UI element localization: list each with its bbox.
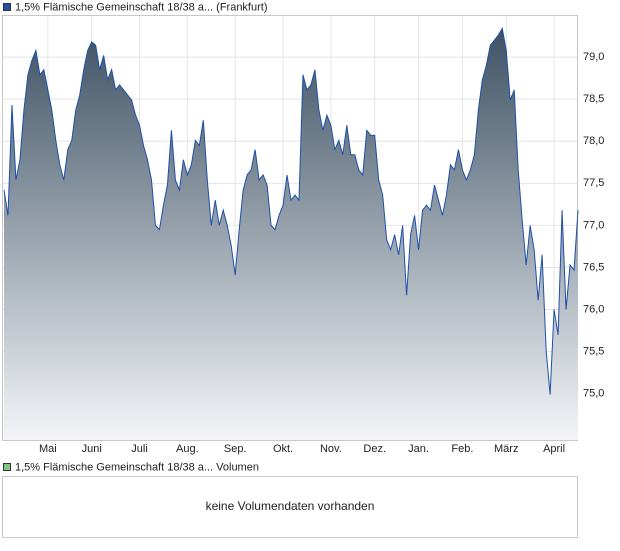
y-tick-label: 75,0	[583, 388, 604, 400]
legend-label: 1,5% Flämische Gemeinschaft 18/38 a... (…	[15, 1, 268, 13]
y-tick-label: 77,5	[583, 177, 604, 189]
y-tick-label: 78,5	[583, 93, 604, 105]
x-tick-label: April	[543, 443, 565, 455]
x-tick-label: Okt.	[273, 443, 293, 455]
x-tick-label: Juni	[82, 443, 102, 455]
volume-message: keine Volumendaten vorhanden	[206, 499, 375, 513]
x-tick-label: Juli	[131, 443, 148, 455]
x-tick-label: Nov.	[320, 443, 342, 455]
x-tick-label: Jan.	[408, 443, 429, 455]
x-tick-label: Dez.	[363, 443, 386, 455]
x-tick-label: Feb.	[451, 443, 473, 455]
volume-legend-label: 1,5% Flämische Gemeinschaft 18/38 a... V…	[15, 461, 259, 473]
y-tick-label: 75,5	[583, 346, 604, 358]
x-tick-label: Mai	[39, 443, 57, 455]
y-tick-label: 76,0	[583, 303, 604, 315]
y-tick-label: 79,0	[583, 51, 604, 63]
x-tick-label: Sep.	[224, 443, 247, 455]
legend-swatch	[3, 3, 11, 11]
line	[3, 27, 579, 395]
area	[4, 28, 578, 440]
volume-legend-swatch	[3, 463, 11, 471]
x-tick-label: Aug.	[176, 443, 199, 455]
y-tick-label: 76,5	[583, 261, 604, 273]
volume-panel	[2, 476, 578, 538]
x-tick-label: März	[494, 443, 518, 455]
y-tick-label: 78,0	[583, 135, 604, 147]
y-tick-label: 77,0	[583, 219, 604, 231]
